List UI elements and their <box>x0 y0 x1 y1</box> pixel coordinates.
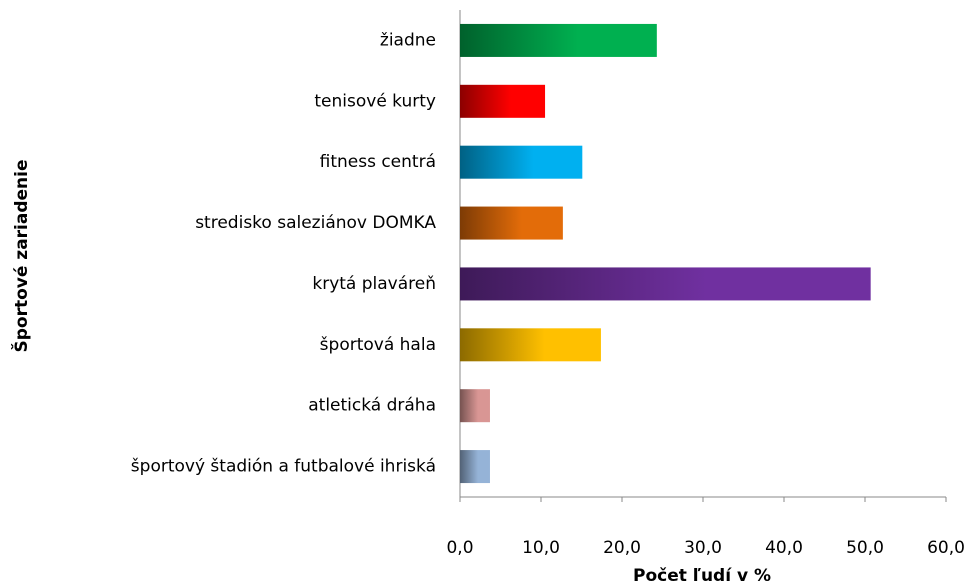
y-tick-label: fitness centrá <box>320 152 436 172</box>
y-tick-label: športový štadión a futbalové ihriská <box>131 457 436 477</box>
x-tick-label: 0,0 <box>446 538 473 558</box>
y-tick-label: atletická dráha <box>308 396 436 416</box>
y-tick-label: stredisko saleziánov DOMKA <box>195 213 436 233</box>
bar <box>460 267 871 301</box>
x-tick-label: 60,0 <box>927 538 965 558</box>
bar <box>460 23 657 57</box>
x-tick-label: 30,0 <box>684 538 722 558</box>
x-tick-label: 20,0 <box>603 538 641 558</box>
x-tick-label: 40,0 <box>765 538 803 558</box>
x-tick-label: 50,0 <box>846 538 884 558</box>
bar <box>460 145 583 179</box>
bar <box>460 84 546 118</box>
x-axis-label: Počet ľudí v % <box>633 566 771 586</box>
y-tick-label: tenisové kurty <box>314 91 436 111</box>
bar <box>460 450 490 484</box>
y-tick-label: žiadne <box>380 30 436 50</box>
bar <box>460 206 563 240</box>
x-tick-label: 10,0 <box>522 538 560 558</box>
bar <box>460 389 490 423</box>
y-tick-label: športová hala <box>320 335 436 355</box>
bar <box>460 328 601 362</box>
y-tick-label: krytá plaváreň <box>312 274 436 294</box>
y-axis-label: Športové zariadenie <box>10 159 32 352</box>
